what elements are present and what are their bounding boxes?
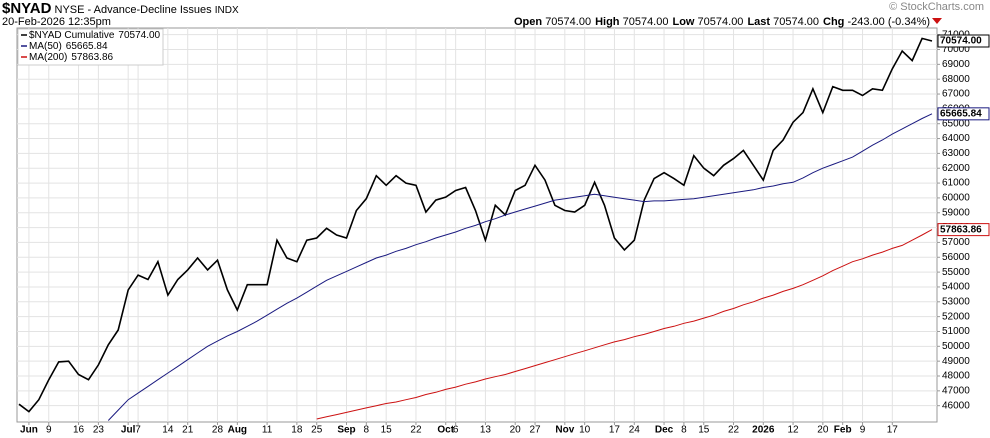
x-tick-label: 20 bbox=[817, 425, 829, 436]
x-tick-label: 17 bbox=[609, 425, 621, 436]
y-tick-label: 61000 bbox=[942, 178, 970, 189]
y-tick-label: 54000 bbox=[942, 282, 970, 293]
y-tick-label: 49000 bbox=[942, 356, 970, 367]
symbol-line: $NYAD NYSE - Advance-Decline Issues INDX bbox=[2, 0, 239, 17]
quote: Open 70574.00 High 70574.00 Low 70574.00 La… bbox=[510, 16, 930, 28]
quote-label: Open bbox=[514, 16, 543, 28]
x-tick-label: Nov bbox=[555, 425, 574, 436]
legend-value: 57863.86 bbox=[71, 52, 113, 63]
series-line bbox=[316, 229, 933, 420]
last-value-box bbox=[937, 34, 990, 48]
x-tick-label: 24 bbox=[629, 425, 641, 436]
change-arrow bbox=[932, 18, 942, 24]
y-tick-label: 52000 bbox=[942, 311, 970, 322]
quote-value: 70574.00 bbox=[773, 16, 820, 28]
legend-value: 65665.84 bbox=[66, 41, 108, 52]
x-tick-label: 15 bbox=[698, 425, 710, 436]
x-tick-label: 28 bbox=[212, 425, 224, 436]
x-tick-label: 25 bbox=[311, 425, 323, 436]
instrument-name: NYSE - Advance-Decline Issues bbox=[54, 4, 212, 16]
quote-value: 70574.00 bbox=[697, 16, 744, 28]
x-tick-label: 23 bbox=[93, 425, 105, 436]
symbol: $NYAD bbox=[2, 0, 52, 17]
legend-value: 70574.00 bbox=[118, 30, 160, 41]
y-tick-label: 55000 bbox=[942, 267, 970, 278]
x-tick-label: 15 bbox=[381, 425, 393, 436]
x-tick-label: 17 bbox=[887, 425, 899, 436]
y-tick-label: 46000 bbox=[942, 400, 970, 411]
copyright: © StockCharts.com bbox=[889, 1, 984, 13]
x-tick-label: Sep bbox=[337, 425, 355, 436]
y-tick-label: 67000 bbox=[942, 89, 970, 100]
x-tick-label: 9 bbox=[860, 425, 866, 436]
legend-name: MA(200) bbox=[29, 52, 67, 63]
last-value-box bbox=[937, 107, 990, 121]
quote-label: High bbox=[595, 16, 620, 28]
y-tick-label: 64000 bbox=[942, 133, 970, 144]
exchange: INDX bbox=[214, 5, 239, 16]
y-tick-label: 50000 bbox=[942, 341, 970, 352]
legend-name: $NYAD Cumulative bbox=[29, 30, 115, 41]
x-tick-label: 12 bbox=[788, 425, 800, 436]
y-tick-label: 60000 bbox=[942, 193, 970, 204]
x-tick-label: Feb bbox=[834, 425, 852, 436]
x-tick-label: 7 bbox=[135, 425, 141, 436]
y-tick-label: 57000 bbox=[942, 237, 970, 248]
x-tick-label: 14 bbox=[162, 425, 174, 436]
y-tick-label: 47000 bbox=[942, 385, 970, 396]
y-tick-label: 69000 bbox=[942, 59, 970, 70]
x-tick-label: 10 bbox=[579, 425, 591, 436]
last-value-label: 65665.84 bbox=[940, 108, 982, 119]
x-tick-label: Oct bbox=[437, 425, 454, 436]
quote-label: Last bbox=[747, 16, 771, 28]
y-tick-label: 63000 bbox=[942, 148, 970, 159]
quote-value: 70574.00 bbox=[545, 16, 592, 28]
last-value-label: 70574.00 bbox=[940, 36, 982, 47]
quote-label: Low bbox=[672, 16, 695, 28]
y-tick-label: 70000 bbox=[942, 44, 970, 55]
x-tick-label: Jun bbox=[20, 425, 38, 436]
series-line bbox=[18, 37, 933, 413]
x-tick-label: 2026 bbox=[752, 425, 775, 436]
x-tick-label: Dec bbox=[655, 425, 674, 436]
date: 20-Feb-2026 12:35pm bbox=[2, 16, 111, 28]
x-tick-label: 8 bbox=[364, 425, 370, 436]
last-value-label: 57863.86 bbox=[940, 224, 982, 235]
y-tick-label: 68000 bbox=[942, 74, 970, 85]
x-tick-label: 20 bbox=[510, 425, 522, 436]
last-value-box bbox=[937, 223, 990, 237]
series-line bbox=[107, 113, 933, 421]
x-tick-label: 9 bbox=[46, 425, 52, 436]
quote-value: -243.00 (-0.34%) bbox=[847, 16, 931, 28]
x-tick-label: 18 bbox=[291, 425, 303, 436]
y-tick-label: 56000 bbox=[942, 252, 970, 263]
y-tick-label: 51000 bbox=[942, 326, 970, 337]
x-tick-label: 13 bbox=[480, 425, 492, 436]
x-tick-label: 11 bbox=[262, 425, 273, 436]
x-tick-label: 22 bbox=[728, 425, 740, 436]
legend-box bbox=[17, 28, 164, 66]
legend-entry: MA(50) 65665.84 bbox=[29, 41, 108, 52]
x-tick-label: 27 bbox=[529, 425, 541, 436]
x-tick-label: 22 bbox=[410, 425, 422, 436]
x-tick-label: 6 bbox=[453, 425, 459, 436]
y-tick-label: 59000 bbox=[942, 207, 970, 218]
quote-label: Chg bbox=[823, 16, 845, 28]
x-tick-label: 16 bbox=[73, 425, 85, 436]
y-tick-label: 62000 bbox=[942, 163, 970, 174]
x-tick-label: Aug bbox=[228, 425, 247, 436]
legend-entry: $NYAD Cumulative 70574.00 bbox=[29, 30, 161, 41]
legend-entry: MA(200) 57863.86 bbox=[29, 52, 114, 63]
quote-value: 70574.00 bbox=[622, 16, 669, 28]
x-tick-label: Jul bbox=[121, 425, 136, 436]
y-tick-label: 48000 bbox=[942, 371, 970, 382]
x-tick-label: 8 bbox=[681, 425, 687, 436]
legend-name: MA(50) bbox=[29, 41, 62, 52]
y-tick-label: 65000 bbox=[942, 118, 970, 129]
x-tick-label: 21 bbox=[182, 425, 194, 436]
y-tick-label: 53000 bbox=[942, 296, 970, 307]
